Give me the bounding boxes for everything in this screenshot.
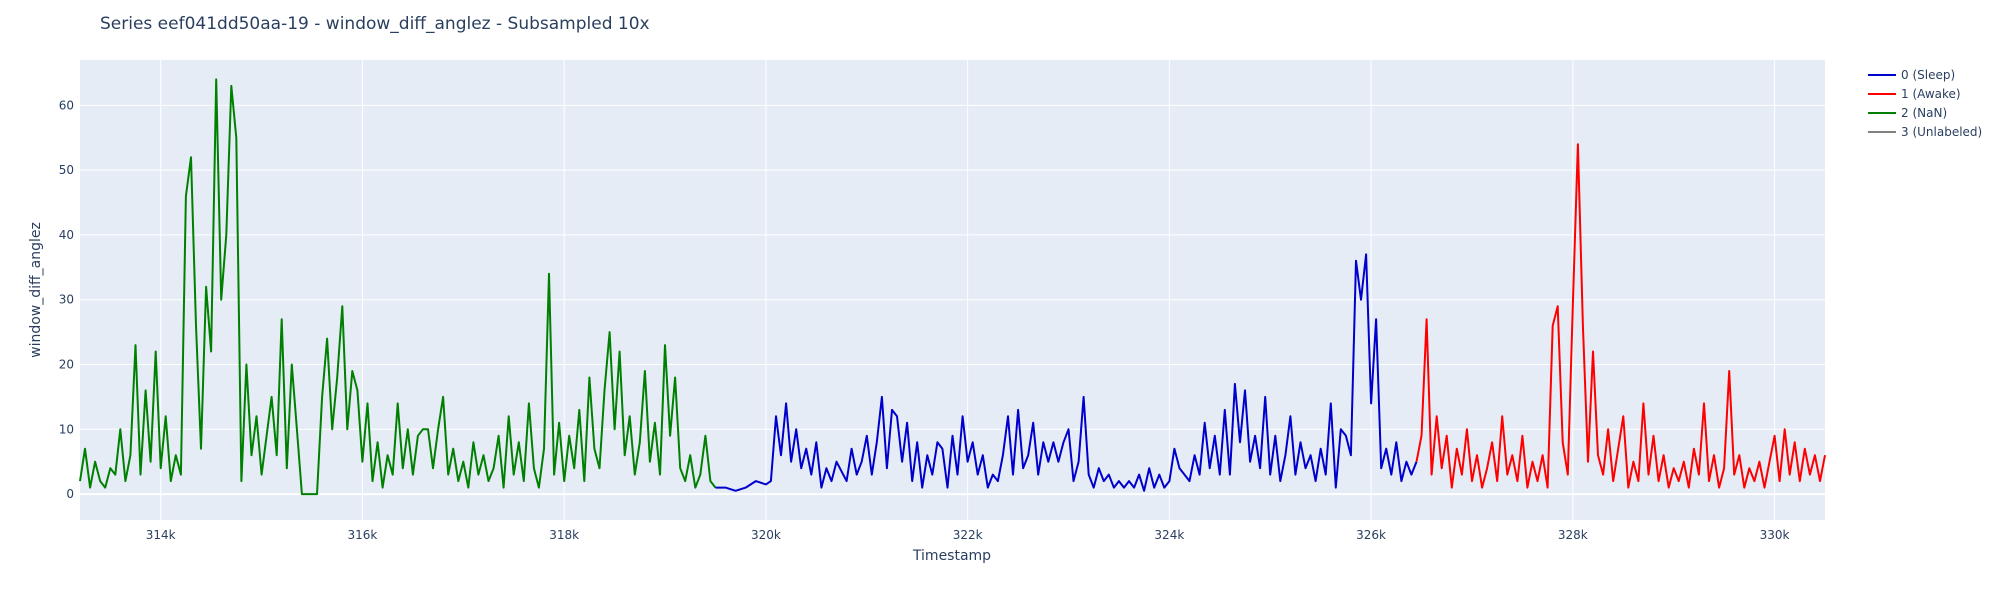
series-lines xyxy=(79,78,1826,496)
x-tick-label: 328k xyxy=(1558,528,1588,542)
y-tick-label: 20 xyxy=(59,358,74,372)
x-tick-label: 318k xyxy=(549,528,579,542)
y-tick-label: 10 xyxy=(59,422,74,436)
legend-item[interactable]: 2 (NaN) xyxy=(1868,106,1947,120)
x-tick-label: 320k xyxy=(751,528,781,542)
y-axis-title: window_diff_anglez xyxy=(28,222,44,358)
x-tick-label: 330k xyxy=(1760,528,1790,542)
legend-label: 0 (Sleep) xyxy=(1901,68,1955,82)
y-grid xyxy=(80,104,1825,496)
y-tick-label: 60 xyxy=(59,98,74,112)
x-grid xyxy=(160,60,1776,520)
legend-item[interactable]: 3 (Unlabeled) xyxy=(1868,125,1982,139)
series-line xyxy=(715,253,1418,492)
y-tick-label: 0 xyxy=(66,487,74,501)
series-line xyxy=(79,78,717,496)
legend-item[interactable]: 1 (Awake) xyxy=(1868,87,1961,101)
y-tick-label: 40 xyxy=(59,228,74,242)
legend-label: 2 (NaN) xyxy=(1901,106,1947,120)
legend: 0 (Sleep) 1 (Awake) 2 (NaN) 3 (Unlabeled) xyxy=(1868,68,1982,139)
chart-title: Series eef041dd50aa-19 - window_diff_ang… xyxy=(100,14,650,34)
y-axis-ticks: 0 10 20 30 40 50 60 xyxy=(59,98,74,501)
x-tick-label: 316k xyxy=(347,528,377,542)
legend-label: 1 (Awake) xyxy=(1901,87,1961,101)
y-tick-label: 30 xyxy=(59,293,74,307)
x-tick-label: 314k xyxy=(146,528,176,542)
x-axis-ticks: 314k 316k 318k 320k 322k 324k 326k 328k 330k xyxy=(146,528,1790,542)
x-tick-label: 326k xyxy=(1356,528,1386,542)
legend-label: 3 (Unlabeled) xyxy=(1901,125,1982,139)
y-tick-label: 50 xyxy=(59,163,74,177)
x-axis-title: Timestamp xyxy=(912,548,991,564)
x-tick-label: 324k xyxy=(1154,528,1184,542)
series-line xyxy=(1415,143,1826,489)
x-tick-label: 322k xyxy=(953,528,983,542)
legend-item[interactable]: 0 (Sleep) xyxy=(1868,68,1955,82)
